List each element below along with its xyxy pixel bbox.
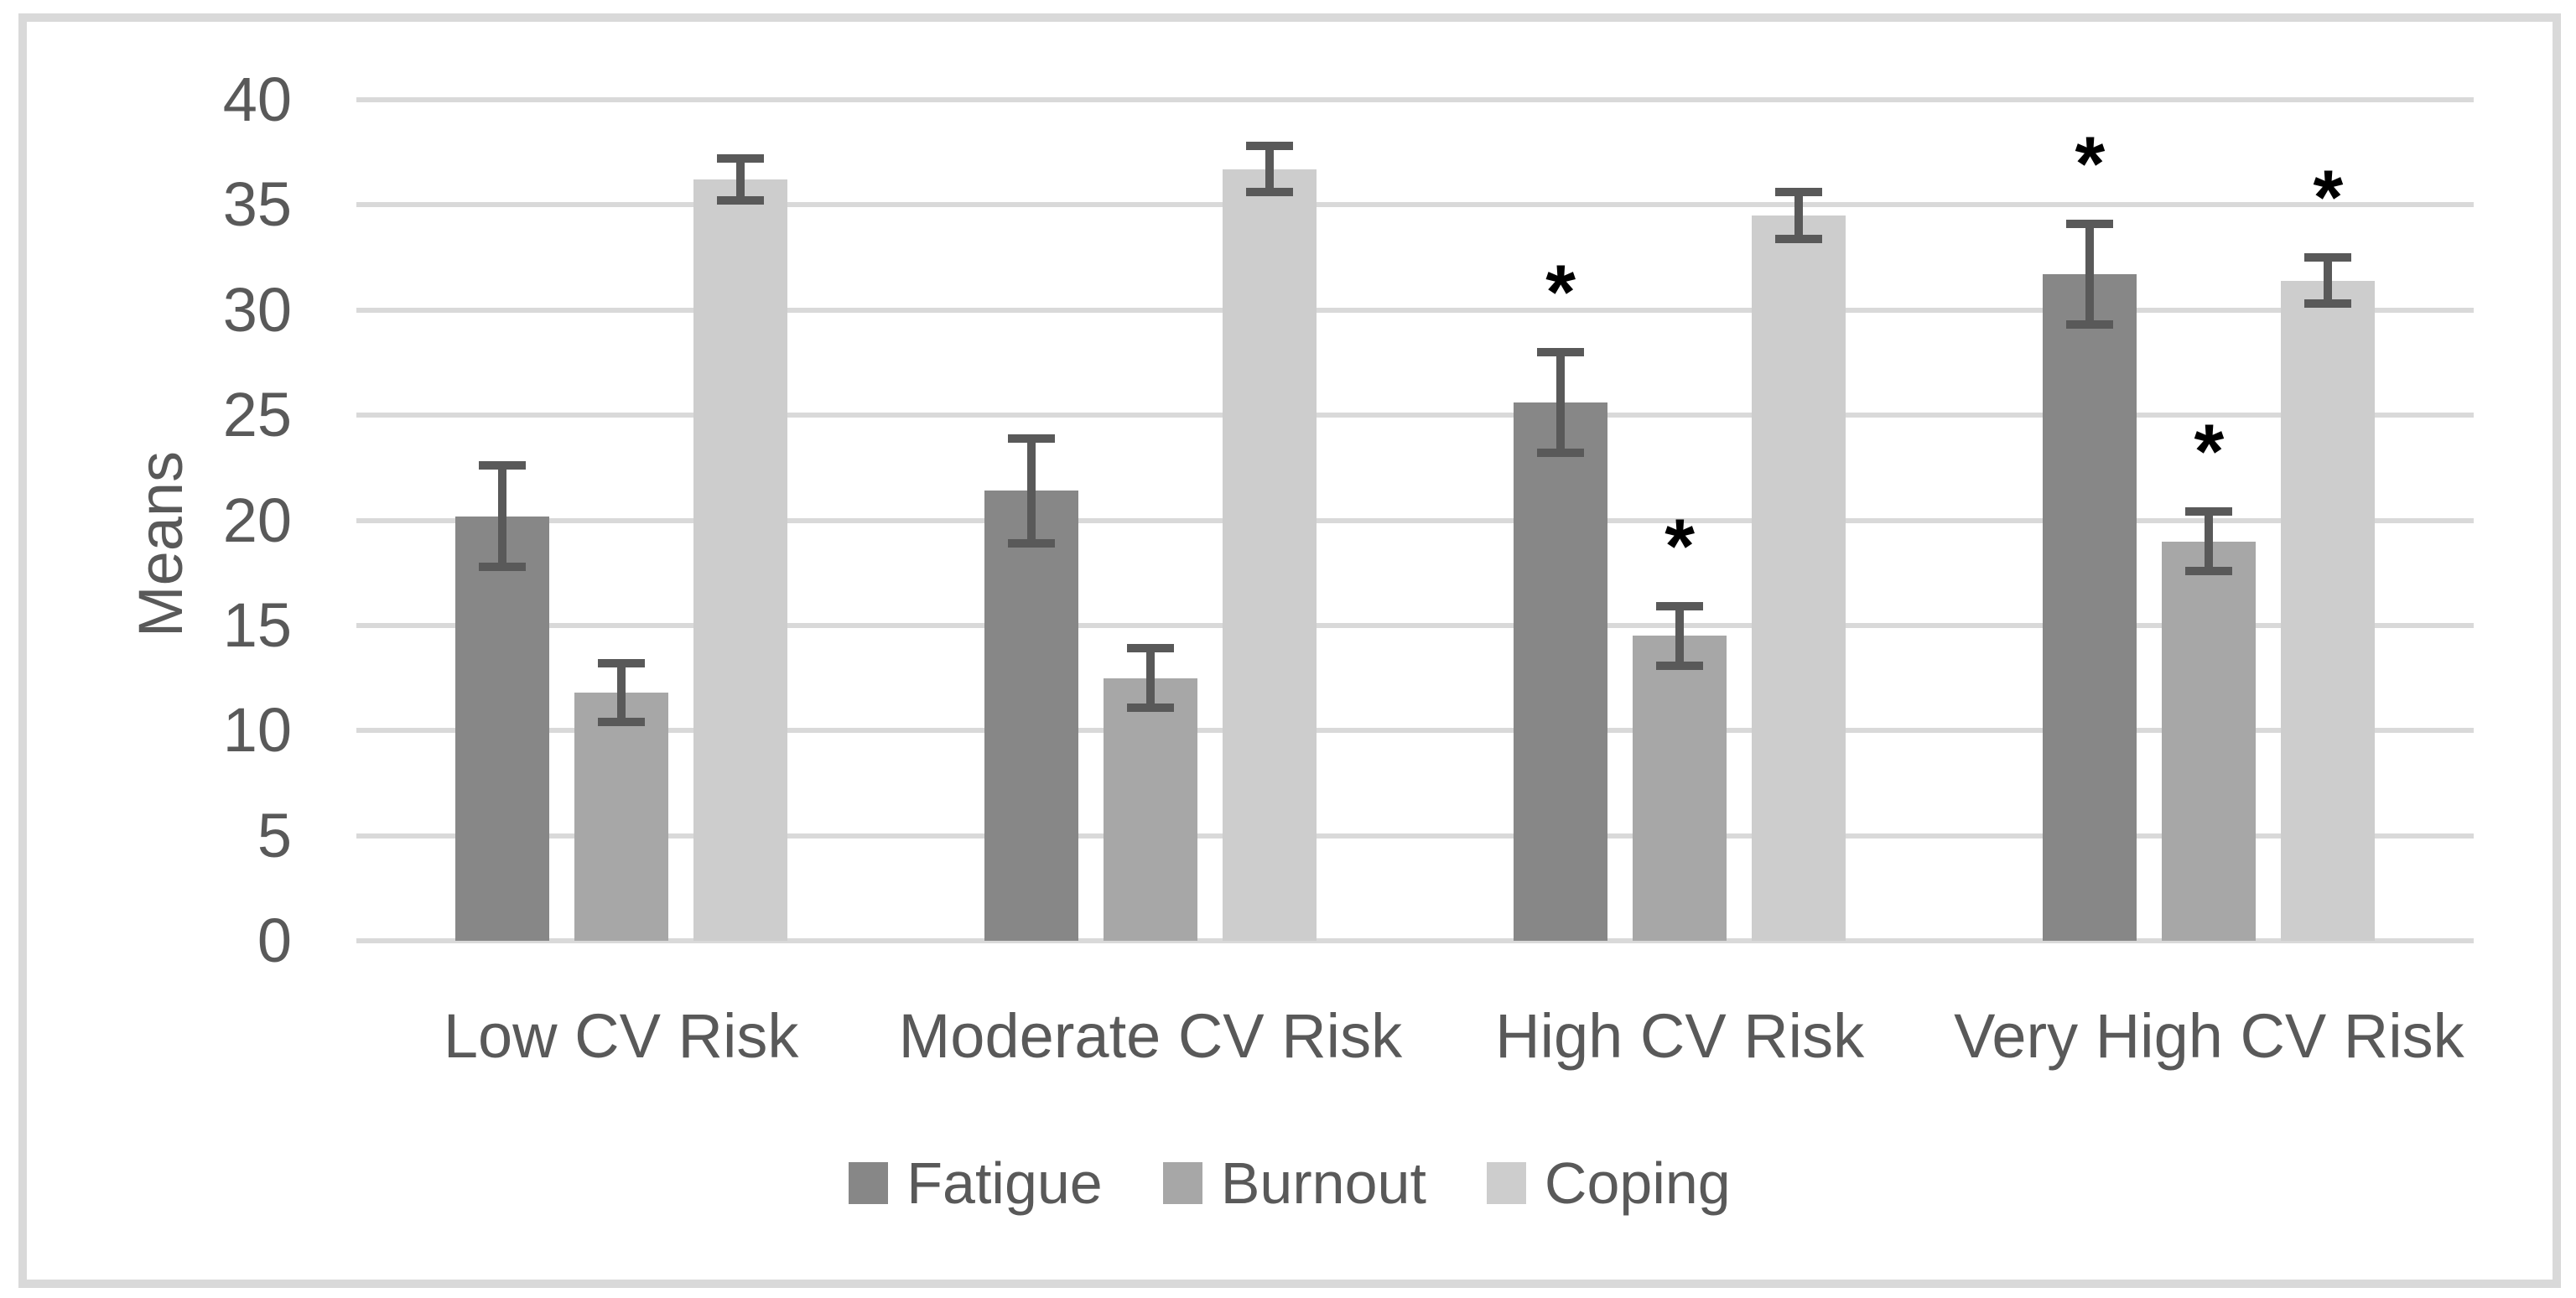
bar-fatigue [984,491,1078,941]
gridline [356,202,2474,208]
legend-item: Coping [1486,1150,1731,1216]
error-bar [716,154,764,205]
error-bar-stem [1026,434,1036,548]
y-tick-label: 40 [222,65,292,134]
bar-burnout [2162,541,2257,941]
error-bar [1775,188,1823,243]
significance-asterisk: * [1665,504,1696,590]
y-tick-label: 15 [222,589,292,660]
legend-item: Burnout [1162,1150,1426,1216]
error-bar [597,658,645,727]
error-bar-cap [1245,188,1293,197]
error-bar [1007,434,1055,548]
error-bar-cap [2304,299,2352,309]
gridline [356,517,2474,523]
error-bar-stem [1265,142,1274,197]
significance-asterisk: * [2075,121,2106,207]
error-bar-cap [2066,320,2114,330]
y-tick-label: 30 [222,274,292,345]
error-bar-stem [497,461,506,571]
gridline [356,97,2474,102]
x-axis-label: High CV Risk [1495,1001,1865,1071]
y-tick-label: 5 [257,800,292,870]
error-bar-cap [1126,703,1174,712]
y-tick-label: 10 [222,695,292,766]
y-tick-label: 25 [222,380,292,450]
error-bar [478,461,526,571]
bar-burnout [1103,678,1197,941]
y-tick-label: 20 [222,485,292,555]
x-axis-label: Very High CV Risk [1954,1001,2464,1071]
error-bar-stem [1675,602,1685,670]
error-bar-stem [1145,644,1155,712]
bar-coping [693,179,787,941]
error-bar-cap [2185,566,2233,575]
error-bar-stem [616,658,626,727]
error-bar [2066,219,2114,330]
legend-label: Fatigue [906,1150,1103,1216]
legend-item: Fatigue [849,1150,1103,1216]
error-bar-cap [1537,449,1585,458]
plot-area: * * * * * [356,97,2474,943]
error-bar-stem [2324,253,2333,309]
gridline [356,833,2474,839]
bar-coping [2281,280,2376,941]
x-axis-label: Low CV Risk [443,1001,799,1071]
error-bar-cap [716,196,764,205]
error-bar-cap [1775,234,1823,243]
bar-burnout [1633,636,1727,941]
error-bar [1537,347,1585,458]
legend-swatch [849,1162,889,1204]
significance-asterisk: * [2313,155,2344,241]
error-bar-stem [735,154,745,205]
error-bar-stem [1794,188,1804,243]
legend-label: Burnout [1220,1150,1426,1216]
gridline [356,728,2474,734]
y-tick-label: 0 [257,906,292,975]
bar-fatigue [1514,402,1608,941]
bar-fatigue [454,516,549,941]
gridline [356,938,2474,943]
error-bar [1126,644,1174,712]
legend: Fatigue Burnout Coping [18,1154,2561,1212]
y-tick-label: 35 [222,169,292,240]
gridline [356,622,2474,628]
significance-asterisk: * [2194,409,2225,496]
error-bar [2304,253,2352,309]
bar-coping [1752,215,1846,941]
error-bar-stem [2085,219,2095,330]
legend-swatch [1486,1162,1526,1204]
legend-swatch [1162,1162,1202,1204]
error-bar [1245,142,1293,197]
error-bar-cap [1007,539,1055,548]
gridline [356,413,2474,418]
error-bar-cap [478,562,526,571]
bar-fatigue [2043,274,2137,941]
error-bar-cap [1656,661,1704,670]
significance-asterisk: * [1545,249,1576,335]
error-bar-stem [2205,507,2214,575]
error-bar-cap [597,718,645,727]
error-bar-stem [1556,347,1566,458]
error-bar [2185,507,2233,575]
error-bar [1656,602,1704,670]
bar-coping [1222,169,1317,941]
bar-burnout [574,693,668,941]
gridline [356,307,2474,313]
legend-label: Coping [1544,1150,1731,1216]
x-axis-label: Moderate CV Risk [898,1001,1403,1071]
